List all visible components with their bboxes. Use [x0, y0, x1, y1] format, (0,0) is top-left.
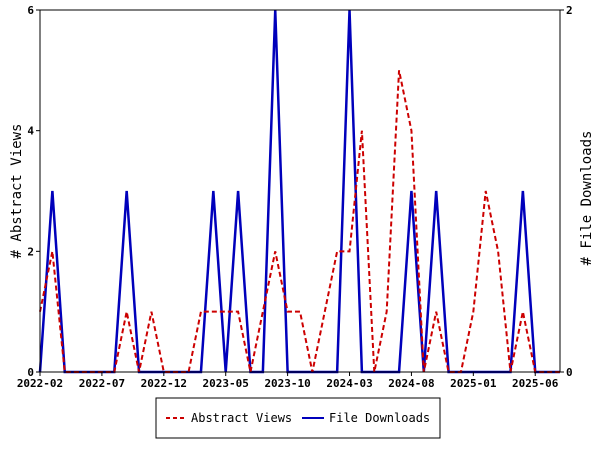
y-left-tick-label: 0: [27, 366, 34, 379]
y-right-tick-label: 2: [566, 4, 573, 17]
x-tick-label: 2022-02: [17, 377, 63, 390]
legend: Abstract Views File Downloads: [155, 397, 441, 439]
x-tick-label: 2023-10: [264, 377, 310, 390]
legend-label-file-downloads: File Downloads: [329, 411, 430, 425]
y-left-tick-label: 4: [27, 125, 34, 138]
x-tick-label: 2024-08: [388, 377, 434, 390]
series-lines: [38, 9, 560, 374]
y-left-tick-label: 2: [27, 245, 34, 258]
legend-box: [155, 397, 441, 439]
x-tick-label: 2022-07: [79, 377, 125, 390]
plot-area-frame: [39, 9, 561, 373]
x-tick-label: 2025-01: [450, 377, 497, 390]
y-right-tick-label: 0: [566, 366, 573, 379]
legend-label-abstract-views: Abstract Views: [191, 411, 292, 425]
x-tick-label: 2022-12: [141, 377, 187, 390]
y-left-axis-title: # Abstract Views: [9, 124, 25, 259]
x-tick-label: 2024-03: [326, 377, 372, 390]
axis-ticks: 2022-02 2022-07 2022-12 2023-05 2023-10 2024-…: [17, 4, 573, 390]
x-tick-label: 2023-05: [203, 377, 249, 390]
y-right-axis-title: # File Downloads: [579, 131, 595, 266]
series-line-abstract-views: [39, 70, 560, 373]
y-left-tick-label: 6: [27, 4, 34, 17]
x-tick-label: 2025-06: [512, 377, 559, 390]
series-line-file-downloads: [38, 9, 560, 374]
